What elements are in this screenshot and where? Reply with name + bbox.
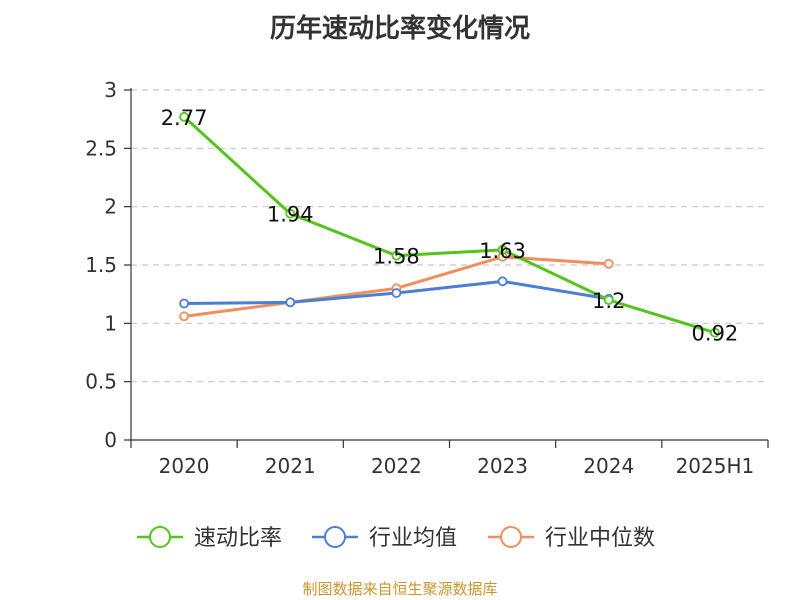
- legend-marker: [149, 526, 171, 548]
- y-tick-label: 0.5: [85, 370, 117, 394]
- x-tick-label: 2021: [265, 454, 316, 478]
- source-note: 制图数据来自恒生聚源数据库: [302, 580, 498, 598]
- data-point: [285, 208, 296, 219]
- legend-label: 行业均值: [369, 526, 457, 551]
- data-label: 2.77: [161, 106, 208, 130]
- y-tick-label: 3: [104, 78, 117, 102]
- y-tick-label: 1: [104, 311, 117, 335]
- data-label: 1.63: [479, 239, 526, 263]
- data-point: [285, 297, 296, 308]
- legend-marker: [500, 526, 522, 548]
- x-tick-label: 2023: [477, 454, 528, 478]
- x-tick-label: 2024: [583, 454, 634, 478]
- data-point: [391, 288, 402, 298]
- data-label: 0.92: [692, 322, 739, 346]
- data-point: [603, 258, 614, 269]
- legend-label: 行业中位数: [545, 526, 655, 551]
- y-tick-label: 0: [104, 428, 117, 452]
- data-point: [603, 295, 614, 305]
- legend-label: 速动比率: [194, 526, 282, 551]
- data-point: [710, 327, 720, 338]
- data-label: 1.2: [592, 289, 625, 313]
- data-point: [179, 311, 189, 322]
- series-line-0: [183, 115, 716, 335]
- y-tick-label: 1.5: [85, 253, 117, 277]
- data-point: [179, 111, 189, 122]
- y-tick-label: 2.5: [85, 136, 117, 160]
- data-point: [497, 244, 508, 255]
- data-point: [497, 276, 508, 287]
- x-tick-label: 2020: [159, 454, 210, 478]
- data-point: [179, 298, 189, 309]
- data-label: 1.58: [373, 245, 420, 269]
- data-label: 1.94: [267, 203, 314, 227]
- x-tick-label: 2025H1: [676, 454, 755, 478]
- x-tick-label: 2022: [371, 454, 422, 478]
- y-tick-label: 2: [104, 195, 117, 219]
- legend-marker: [324, 526, 346, 548]
- data-point: [391, 250, 402, 261]
- chart-title: 历年速动比率变化情况: [269, 14, 530, 44]
